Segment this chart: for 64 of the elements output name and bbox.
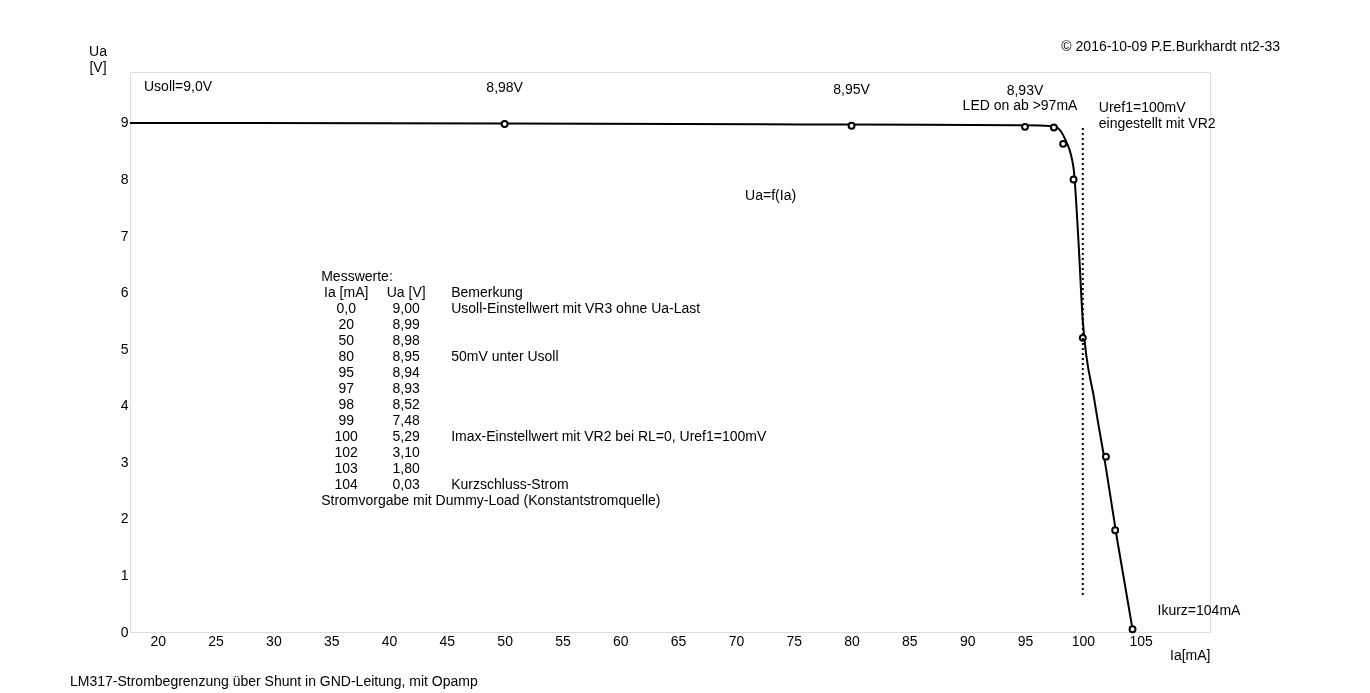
annotation: Usoll=9,0V bbox=[144, 77, 213, 94]
x-tick-label: 75 bbox=[786, 632, 803, 649]
text: 98 8,52 bbox=[338, 396, 420, 412]
x-tick-label: 40 bbox=[381, 632, 398, 649]
text: 0,0 9,00 Usoll-Einstellwert mit VR3 ohne Ua-Last bbox=[336, 300, 701, 316]
text: 80 8,95 50mV unter Usoll bbox=[338, 348, 559, 364]
point bbox=[1049, 123, 1058, 132]
annotation: 8,98V bbox=[486, 79, 524, 96]
text: LM317-Strombegrenzung über Shunt in GND-Leitung, mit Opamp bbox=[70, 673, 478, 689]
y-axis-title: Ua [V] bbox=[89, 43, 108, 75]
x-axis-title: Ia[mA] bbox=[1170, 647, 1211, 663]
y-tick-label: 0 bbox=[120, 623, 129, 640]
x-tick-label: 100 bbox=[1071, 632, 1096, 649]
x-tick-label: 70 bbox=[728, 632, 745, 649]
x-tick-label: 45 bbox=[439, 632, 456, 649]
x-tick-label: 25 bbox=[208, 632, 225, 649]
x-tick-label: 105 bbox=[1129, 632, 1154, 649]
y-tick-label: 1 bbox=[120, 566, 129, 583]
x-tick-label: 60 bbox=[612, 632, 629, 649]
y-tick-label: 7 bbox=[120, 227, 129, 244]
text: 20 8,99 bbox=[338, 316, 420, 332]
x-tick-label: 85 bbox=[902, 632, 918, 649]
x-tick-label: 50 bbox=[497, 632, 514, 649]
annotation: 8,93V bbox=[1006, 81, 1044, 98]
y-tick-label: 2 bbox=[120, 510, 129, 527]
point bbox=[847, 121, 856, 130]
point bbox=[1128, 625, 1137, 634]
text: 103 1,80 bbox=[334, 460, 420, 476]
x-tick-label: 80 bbox=[844, 632, 861, 649]
y-tick-label: 8 bbox=[120, 170, 129, 187]
text: 50 8,98 bbox=[338, 332, 420, 348]
text: 104 0,03 Kurzschluss-Strom bbox=[334, 476, 569, 492]
point bbox=[1059, 139, 1068, 148]
annotation: 8,95V bbox=[833, 80, 871, 97]
annotation: Ua=f(Ia) bbox=[745, 187, 797, 204]
text: © 2016-10-09 P.E.Burkhardt nt2-33 bbox=[1061, 38, 1281, 54]
y-tick-label: 5 bbox=[120, 340, 129, 357]
y-tick-label: 3 bbox=[120, 453, 129, 470]
point bbox=[500, 120, 509, 128]
point bbox=[1069, 175, 1078, 184]
x-tick-label: 30 bbox=[266, 632, 282, 649]
text: 95 8,94 bbox=[338, 364, 420, 380]
text: Ia [mA] Ua [V] Bemerkung bbox=[324, 284, 523, 300]
x-tick-label: 35 bbox=[323, 632, 340, 649]
point bbox=[1111, 526, 1120, 535]
ref-line-label: Uref1=100mV eingestellt mit VR2 bbox=[1098, 98, 1216, 131]
x-tick-label: 95 bbox=[1017, 632, 1034, 649]
x-tick-label: 90 bbox=[959, 632, 976, 649]
annotation: Ikurz=104mA bbox=[1157, 602, 1242, 619]
text: 102 3,10 bbox=[334, 444, 420, 460]
y-tick-label: 6 bbox=[120, 284, 129, 301]
y-tick-label: 9 bbox=[120, 114, 129, 131]
x-tick-label: 55 bbox=[555, 632, 571, 649]
annotation: Stromvorgabe mit Dummy-Load (Konstantstromquelle) bbox=[321, 492, 661, 508]
x-tick-label: 65 bbox=[670, 632, 687, 649]
text: 100 5,29 Imax-Einstellwert mit VR2 bei RL=0, Uref1=100mV bbox=[334, 428, 767, 444]
point bbox=[1101, 452, 1110, 461]
annotation: Messwerte: bbox=[321, 268, 393, 284]
text: 97 8,93 bbox=[338, 380, 420, 396]
y-tick-label: 4 bbox=[120, 397, 129, 414]
annotation: LED on ab >97mA bbox=[962, 96, 1079, 113]
point bbox=[1021, 122, 1029, 131]
text: 99 7,48 bbox=[338, 412, 420, 428]
x-tick-label: 20 bbox=[150, 632, 167, 649]
